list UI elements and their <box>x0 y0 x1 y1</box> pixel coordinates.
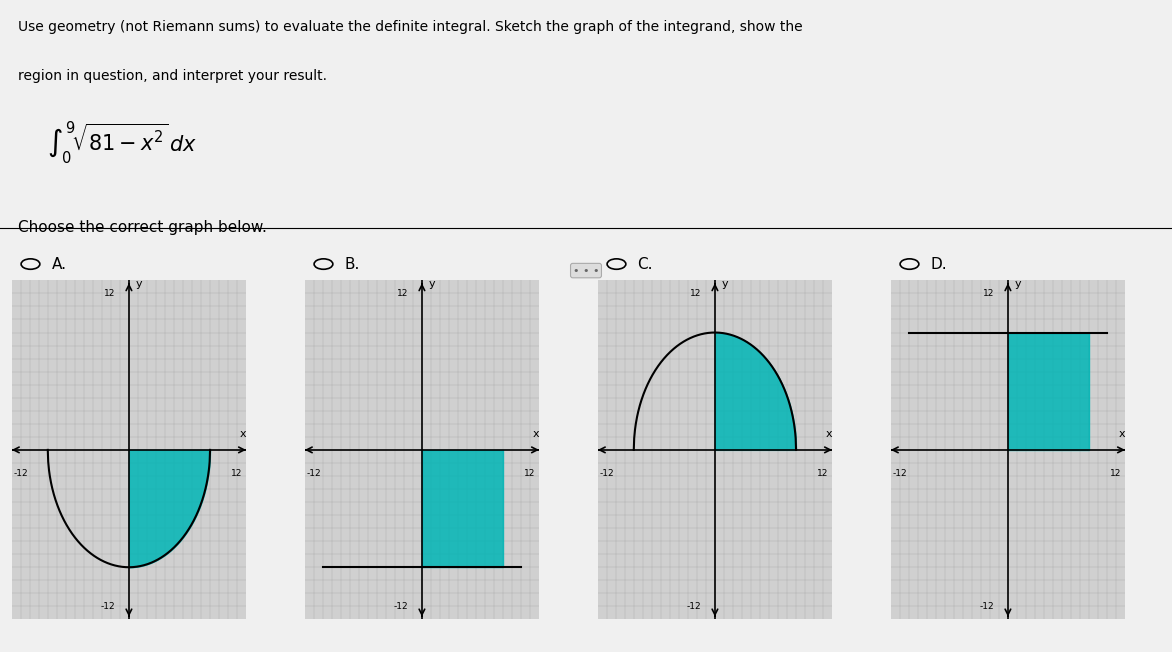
Text: $\int_0^9\!\sqrt{81-x^2}\,dx$: $\int_0^9\!\sqrt{81-x^2}\,dx$ <box>47 119 197 166</box>
Text: -12: -12 <box>101 602 115 611</box>
Text: y: y <box>429 279 436 289</box>
Text: 12: 12 <box>397 289 408 298</box>
Text: 12: 12 <box>983 289 994 298</box>
Text: 12: 12 <box>1110 469 1122 479</box>
Text: y: y <box>136 279 143 289</box>
Text: region in question, and interpret your result.: region in question, and interpret your r… <box>18 69 327 83</box>
Text: Choose the correct graph below.: Choose the correct graph below. <box>18 220 266 235</box>
Text: -12: -12 <box>599 469 614 479</box>
Text: Use geometry (not Riemann sums) to evaluate the definite integral. Sketch the gr: Use geometry (not Riemann sums) to evalu… <box>18 20 802 34</box>
Text: x: x <box>240 430 247 439</box>
Text: A.: A. <box>52 256 67 272</box>
Text: 12: 12 <box>104 289 115 298</box>
Text: 12: 12 <box>690 289 701 298</box>
Text: -12: -12 <box>687 602 701 611</box>
Text: x: x <box>826 430 833 439</box>
Text: y: y <box>722 279 729 289</box>
Text: x: x <box>533 430 540 439</box>
Text: -12: -12 <box>980 602 994 611</box>
Text: x: x <box>1119 430 1126 439</box>
Text: 12: 12 <box>817 469 829 479</box>
Text: 12: 12 <box>524 469 536 479</box>
Text: -12: -12 <box>306 469 321 479</box>
Text: -12: -12 <box>892 469 907 479</box>
Text: y: y <box>1015 279 1022 289</box>
Text: B.: B. <box>345 256 360 272</box>
Text: -12: -12 <box>13 469 28 479</box>
Text: -12: -12 <box>394 602 408 611</box>
Text: C.: C. <box>638 256 653 272</box>
Text: • • •: • • • <box>573 265 599 276</box>
Text: D.: D. <box>931 256 947 272</box>
Text: 12: 12 <box>231 469 243 479</box>
